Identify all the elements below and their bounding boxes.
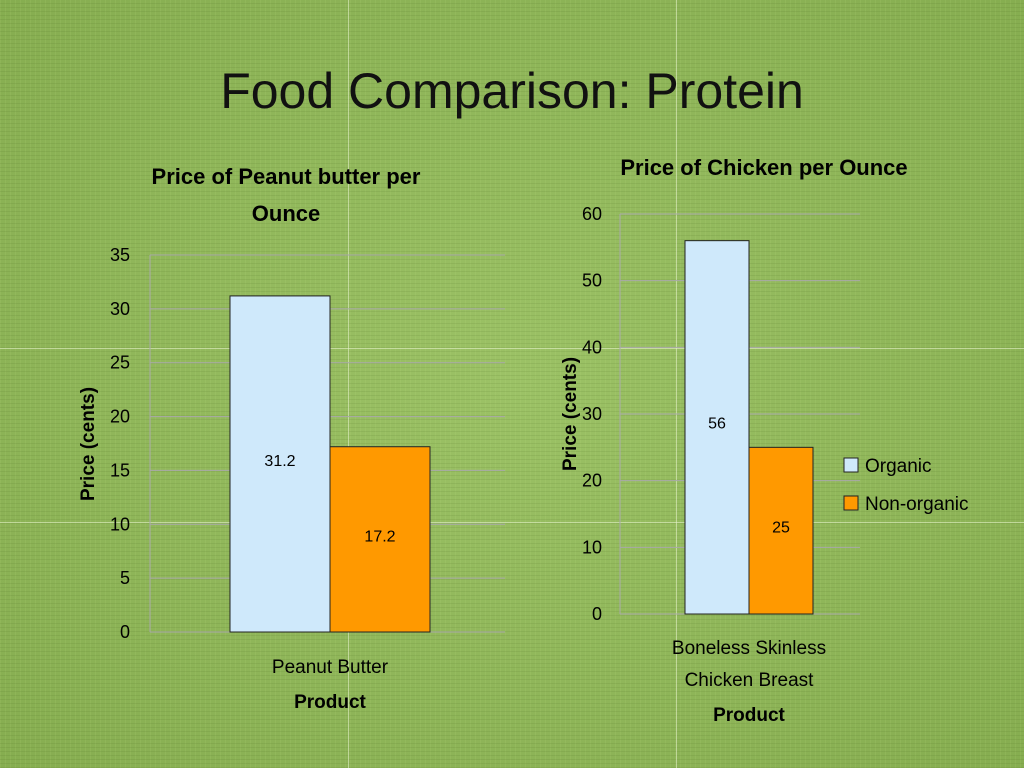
- y-tick-label: 30: [582, 404, 602, 424]
- y-axis-title: Price (cents): [560, 357, 581, 471]
- legend-label: Non-organic: [865, 494, 969, 515]
- chart-title: Price of Chicken per Ounce: [620, 155, 907, 180]
- x-category-label: Chicken Breast: [685, 670, 815, 691]
- y-tick-label: 20: [110, 407, 130, 427]
- data-label: 25: [772, 519, 790, 536]
- slide-guide-line: [348, 0, 349, 768]
- legend-swatch-non-organic: [843, 495, 859, 511]
- y-tick-label: 60: [582, 204, 602, 224]
- y-tick-label: 25: [110, 353, 130, 373]
- x-category-label: Peanut Butter: [272, 657, 389, 678]
- chart-title: Ounce: [252, 201, 320, 226]
- data-label: 56: [708, 416, 726, 433]
- x-category-label: Boneless Skinless: [672, 638, 826, 659]
- y-tick-label: 10: [110, 514, 130, 534]
- x-axis-title: Product: [294, 692, 366, 713]
- y-tick-label: 15: [110, 460, 130, 480]
- bar-non-organic: [329, 446, 431, 633]
- legend-label: Organic: [865, 456, 932, 477]
- slide-guide-line: [0, 348, 1024, 349]
- data-label: 31.2: [264, 453, 295, 470]
- slide-guide-line: [676, 0, 677, 768]
- slide-guide-line: [0, 522, 1024, 523]
- chart-title: Price of Peanut butter per: [152, 164, 421, 189]
- y-tick-label: 40: [582, 337, 602, 357]
- bar-organic: [229, 295, 331, 633]
- bar-organic: [684, 240, 750, 615]
- y-tick-label: 5: [120, 568, 130, 588]
- y-tick-label: 30: [110, 299, 130, 319]
- legend-swatch-organic: [843, 457, 859, 473]
- y-axis-title: Price (cents): [78, 387, 99, 501]
- y-tick-label: 0: [120, 622, 130, 642]
- y-tick-label: 35: [110, 245, 130, 265]
- bar-non-organic: [748, 446, 814, 615]
- y-tick-label: 0: [592, 604, 602, 624]
- slide-title: Food Comparison: Protein: [220, 63, 804, 119]
- y-tick-label: 50: [582, 271, 602, 291]
- y-tick-label: 20: [582, 471, 602, 491]
- x-axis-title: Product: [713, 705, 785, 726]
- data-label: 17.2: [364, 529, 395, 546]
- y-tick-label: 10: [582, 537, 602, 557]
